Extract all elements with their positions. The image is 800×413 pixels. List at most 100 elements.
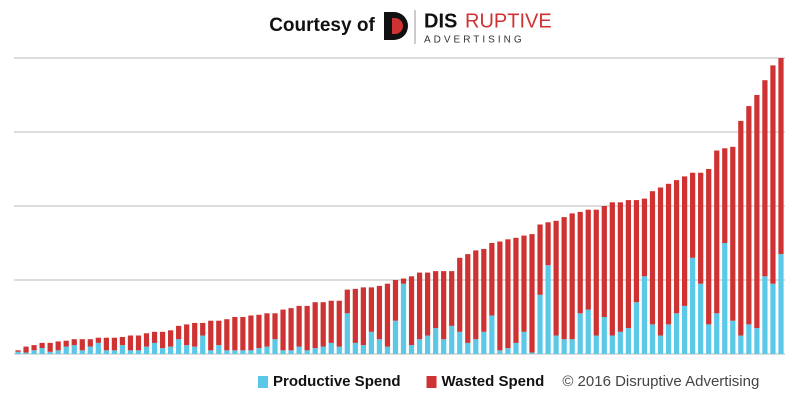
bar-segment: [232, 350, 238, 354]
bar-segment: [754, 328, 760, 354]
bar-segment: [127, 335, 134, 351]
bar-segment: [39, 348, 45, 354]
bar-segment: [433, 328, 439, 354]
bar-segment: [441, 339, 447, 354]
bar-segment: [79, 339, 85, 351]
bar-segment: [111, 350, 118, 354]
bar-segment: [481, 248, 487, 332]
bar-segment: [336, 300, 342, 347]
bar-segment: [344, 289, 350, 314]
bar-segment: [176, 325, 182, 340]
bar-segment: [127, 350, 134, 354]
bar-segment: [296, 346, 302, 354]
bar-segment: [577, 313, 583, 354]
bar-segment: [296, 305, 302, 347]
bar-segment: [159, 331, 166, 349]
bar-segment: [63, 340, 69, 347]
bar-segment: [545, 222, 551, 266]
bar-segment: [722, 243, 728, 354]
copyright: © 2016 Disruptive Advertising: [562, 373, 759, 390]
bar-segment: [473, 250, 479, 340]
bar-segment: [609, 202, 615, 336]
bar-segment: [529, 234, 535, 353]
bar-segment: [641, 198, 648, 277]
bar-segment: [151, 331, 158, 343]
bar-segment: [424, 272, 431, 336]
bar-segment: [609, 335, 615, 354]
bar-segment: [529, 352, 535, 354]
bar-segment: [224, 319, 230, 351]
bar-segment: [312, 348, 318, 354]
bar-segment: [248, 315, 254, 351]
bar-segment: [577, 211, 583, 314]
bar-segment: [240, 317, 246, 351]
bar-segment: [465, 342, 471, 354]
bar-segment: [625, 328, 632, 354]
bar-segment: [625, 200, 632, 329]
bar-segment: [23, 352, 29, 354]
bar-segment: [537, 224, 543, 295]
bar-segment: [184, 324, 190, 346]
bar-segment: [39, 342, 45, 349]
bar-segment: [63, 346, 69, 354]
bar-segment: [272, 313, 278, 340]
bar-segment: [352, 342, 358, 354]
bar-segment: [87, 339, 93, 347]
bar-segment: [103, 337, 109, 351]
bar-segment: [384, 283, 391, 347]
bar-segment: [288, 308, 294, 351]
bar-segment: [400, 283, 407, 354]
bar-segment: [585, 209, 591, 310]
logo-red: RUPTIVE: [465, 10, 552, 32]
bar-segment: [497, 350, 503, 354]
bar-segment: [657, 187, 664, 336]
bar-segment: [304, 350, 310, 354]
bar-segment: [280, 350, 286, 354]
bar-segment: [408, 345, 415, 354]
bar-segment: [111, 337, 118, 351]
bar-segment: [272, 339, 278, 354]
bar-segment: [489, 315, 495, 354]
bar-segment: [690, 257, 696, 354]
bar-segment: [135, 335, 142, 351]
bar-segment: [384, 346, 391, 354]
bar-segment: [513, 237, 519, 343]
bar-segment: [633, 302, 640, 354]
bar-segment: [176, 339, 182, 354]
bar-segment: [762, 80, 768, 277]
bar-segment: [698, 172, 704, 284]
bar-segment: [280, 309, 286, 351]
bar-segment: [192, 322, 198, 347]
bar-segment: [457, 257, 463, 332]
bar-segment: [392, 320, 399, 354]
bar-segment: [569, 213, 575, 340]
bar-segment: [690, 172, 696, 258]
bar-segment: [449, 271, 455, 326]
bar-segment: [681, 176, 688, 306]
bar-segment: [352, 288, 358, 343]
bar-segment: [55, 350, 61, 354]
bar-segment: [248, 350, 254, 354]
bar-segment: [256, 314, 262, 349]
bar-segment: [521, 331, 527, 354]
bar-segment: [192, 346, 198, 354]
bar-segment: [665, 324, 672, 354]
bar-segment: [135, 350, 142, 354]
bar-segment: [433, 271, 439, 329]
bar-segment: [95, 342, 101, 354]
bar-segment: [593, 209, 599, 336]
bar-segment: [681, 305, 688, 354]
bar-segment: [738, 120, 744, 336]
bar-segment: [224, 350, 230, 354]
bar-segment: [738, 335, 744, 354]
legend-swatch: [426, 376, 437, 388]
bar-segment: [376, 339, 383, 354]
bar-segment: [673, 313, 680, 354]
bar-segment: [665, 183, 672, 325]
bar-segment: [633, 200, 640, 303]
bar-segment: [730, 320, 736, 354]
bar-segment: [328, 342, 334, 354]
bar-segment: [167, 346, 174, 354]
bar-segment: [71, 339, 77, 346]
